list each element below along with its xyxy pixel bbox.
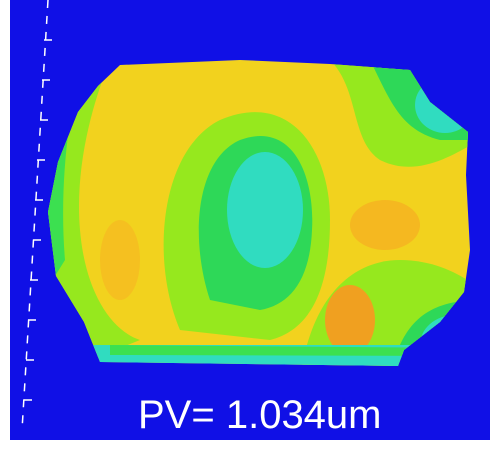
contour-surface (48, 60, 470, 366)
pv-label: PV= 1.034um (138, 393, 382, 437)
axis (21, 0, 52, 431)
